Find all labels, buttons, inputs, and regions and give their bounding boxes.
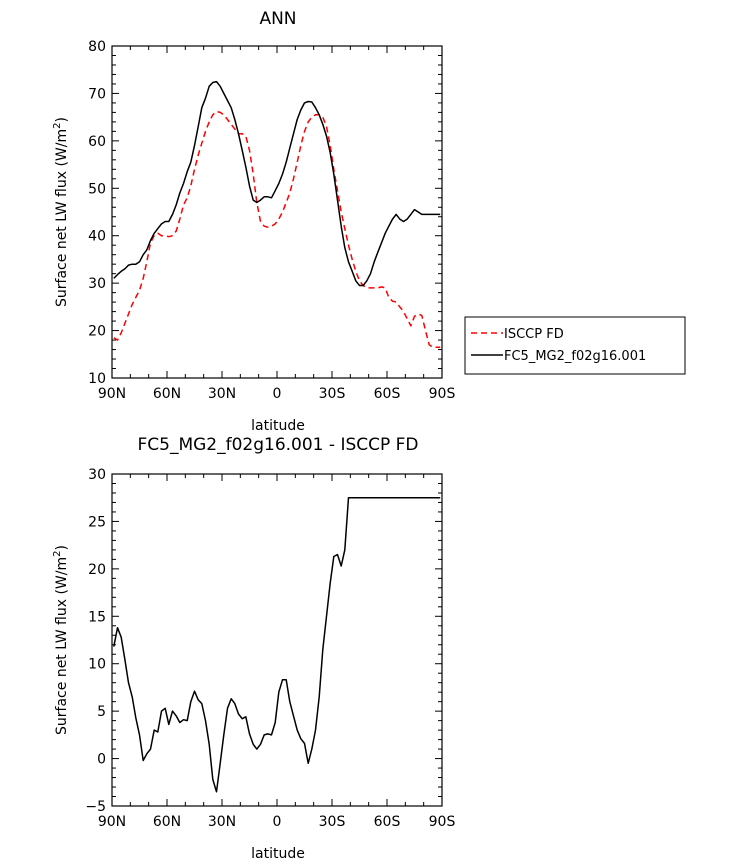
bottom-y-tick-label: −5 bbox=[85, 799, 106, 815]
top-panel: ANN 90N 60N 30N 0 30S 60S 90S1020304050607080 … bbox=[52, 9, 686, 434]
bottom-chart-title: FC5_MG2_f02g16.001 - ISCCP FD bbox=[137, 435, 418, 455]
top-y-tick-label: 60 bbox=[88, 134, 106, 150]
bottom-panel: FC5_MG2_f02g16.001 - ISCCP FD 90N 60N 30N 0… bbox=[52, 435, 455, 862]
bottom-x-tick-label: 30S bbox=[319, 814, 346, 830]
top-y-tick-label: 20 bbox=[88, 324, 106, 340]
bottom-y-tick-label: 10 bbox=[88, 657, 106, 673]
top-y-tick-label: 30 bbox=[88, 276, 106, 292]
bottom-x-tick-label: 60S bbox=[374, 814, 401, 830]
top-y-tick-label: 10 bbox=[88, 371, 106, 387]
bottom-y-axis-label: Surface net LW flux (W/m2) bbox=[52, 545, 70, 735]
top-ticks: 90N 60N 30N 0 30S 60S 90S 10 20 30 40 50 60 70 80 bbox=[88, 39, 455, 402]
legend-label-isccp: ISCCP FD bbox=[504, 327, 564, 342]
bottom-plot-frame bbox=[111, 473, 443, 807]
top-y-tick-label: 80 bbox=[88, 39, 106, 55]
top-legend: ISCCP FD FC5_MG2_f02g16.001 bbox=[464, 316, 686, 375]
top-series-line-0 bbox=[113, 110, 441, 348]
bottom-y-tick-label: 15 bbox=[88, 609, 106, 625]
bottom-y-tick-label: 5 bbox=[97, 704, 106, 720]
top-x-tick-label: 30N bbox=[208, 386, 236, 402]
top-x-axis-label: latitude bbox=[251, 418, 305, 434]
bottom-ticks: 90N 60N 30N 0 30S 60S 90S −5 0 5 10 15 20 25 30 bbox=[85, 467, 455, 830]
bottom-y-tick-label: 25 bbox=[88, 514, 106, 530]
top-y-tick-label: 70 bbox=[88, 86, 106, 102]
bottom-x-tick-label: 60N bbox=[153, 814, 181, 830]
top-chart-title: ANN bbox=[259, 9, 296, 29]
top-x-tick-label: 90N bbox=[98, 386, 126, 402]
top-x-tick-label: 30S bbox=[319, 386, 346, 402]
top-y-tick-label: 40 bbox=[88, 229, 106, 245]
bottom-x-tick-label: 90S bbox=[429, 814, 456, 830]
bottom-y-tick-label: 30 bbox=[88, 467, 106, 483]
bottom-x-tick-label: 30N bbox=[208, 814, 236, 830]
bottom-x-axis-label: latitude bbox=[251, 846, 305, 862]
top-y-tick-label: 50 bbox=[88, 181, 106, 197]
top-x-tick-label: 60N bbox=[153, 386, 181, 402]
legend-box bbox=[464, 316, 686, 375]
top-plot-frame bbox=[111, 45, 443, 379]
bottom-series-line-0 bbox=[113, 496, 441, 793]
top-series bbox=[113, 80, 441, 348]
legend-label-fc5: FC5_MG2_f02g16.001 bbox=[504, 349, 646, 364]
bottom-series bbox=[113, 496, 441, 793]
top-x-tick-label: 0 bbox=[273, 386, 282, 402]
bottom-x-tick-label: 90N bbox=[98, 814, 126, 830]
top-y-axis-label: Surface net LW flux (W/m2) bbox=[52, 117, 70, 307]
bottom-x-tick-label: 0 bbox=[273, 814, 282, 830]
top-x-tick-label: 60S bbox=[374, 386, 401, 402]
bottom-y-tick-label: 20 bbox=[88, 562, 106, 578]
bottom-y-tick-label: 0 bbox=[97, 752, 106, 768]
top-x-tick-label: 90S bbox=[429, 386, 456, 402]
top-series-line-1 bbox=[113, 80, 441, 287]
